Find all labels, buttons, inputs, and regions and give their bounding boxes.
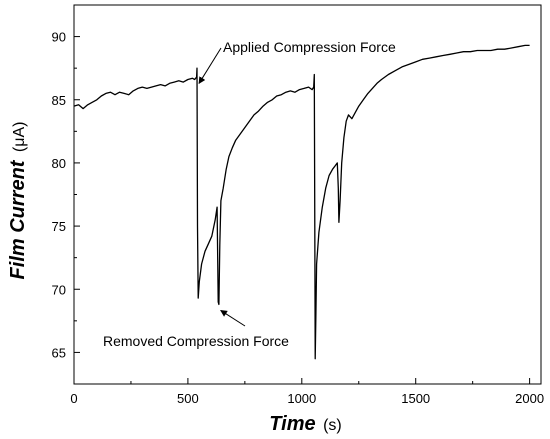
y-tick-label: 70 [52,282,66,297]
film-current-series-line [73,44,530,360]
x-tick-label: 1500 [401,391,430,406]
y-axis-title-unit: (μA) [11,122,28,153]
y-tick-label: 90 [52,30,66,45]
y-tick-label: 85 [52,93,66,108]
y-tick-label: 80 [52,156,66,171]
annotation-arrow-applied [198,47,222,85]
y-tick-label: 75 [52,219,66,234]
x-axis-title-main: Time [269,413,315,435]
x-axis-title: Time (s) [269,413,341,435]
annotations: Applied Compression Force Removed Compres… [103,39,396,349]
x-tick-label: 500 [177,391,199,406]
y-axis-title-main: Film Current [7,159,29,279]
y-tick-label: 65 [52,345,66,360]
x-axis-title-unit: (s) [323,417,342,434]
x-tick-label: 1000 [287,391,316,406]
annotation-applied-force: Applied Compression Force [223,39,396,55]
y-axis-ticks: 65 70 75 80 85 90 [52,30,80,360]
annotation-arrow-removed [220,309,246,327]
x-axis-ticks: 0 500 1000 1500 2000 [70,378,544,406]
plot-area: 0 500 1000 1500 2000 65 70 75 80 85 90 [52,4,544,406]
annotation-removed-force: Removed Compression Force [103,333,289,349]
y-axis-title: Film Current (μA) [7,122,29,280]
x-tick-label: 2000 [515,391,544,406]
x-tick-label: 0 [70,391,77,406]
